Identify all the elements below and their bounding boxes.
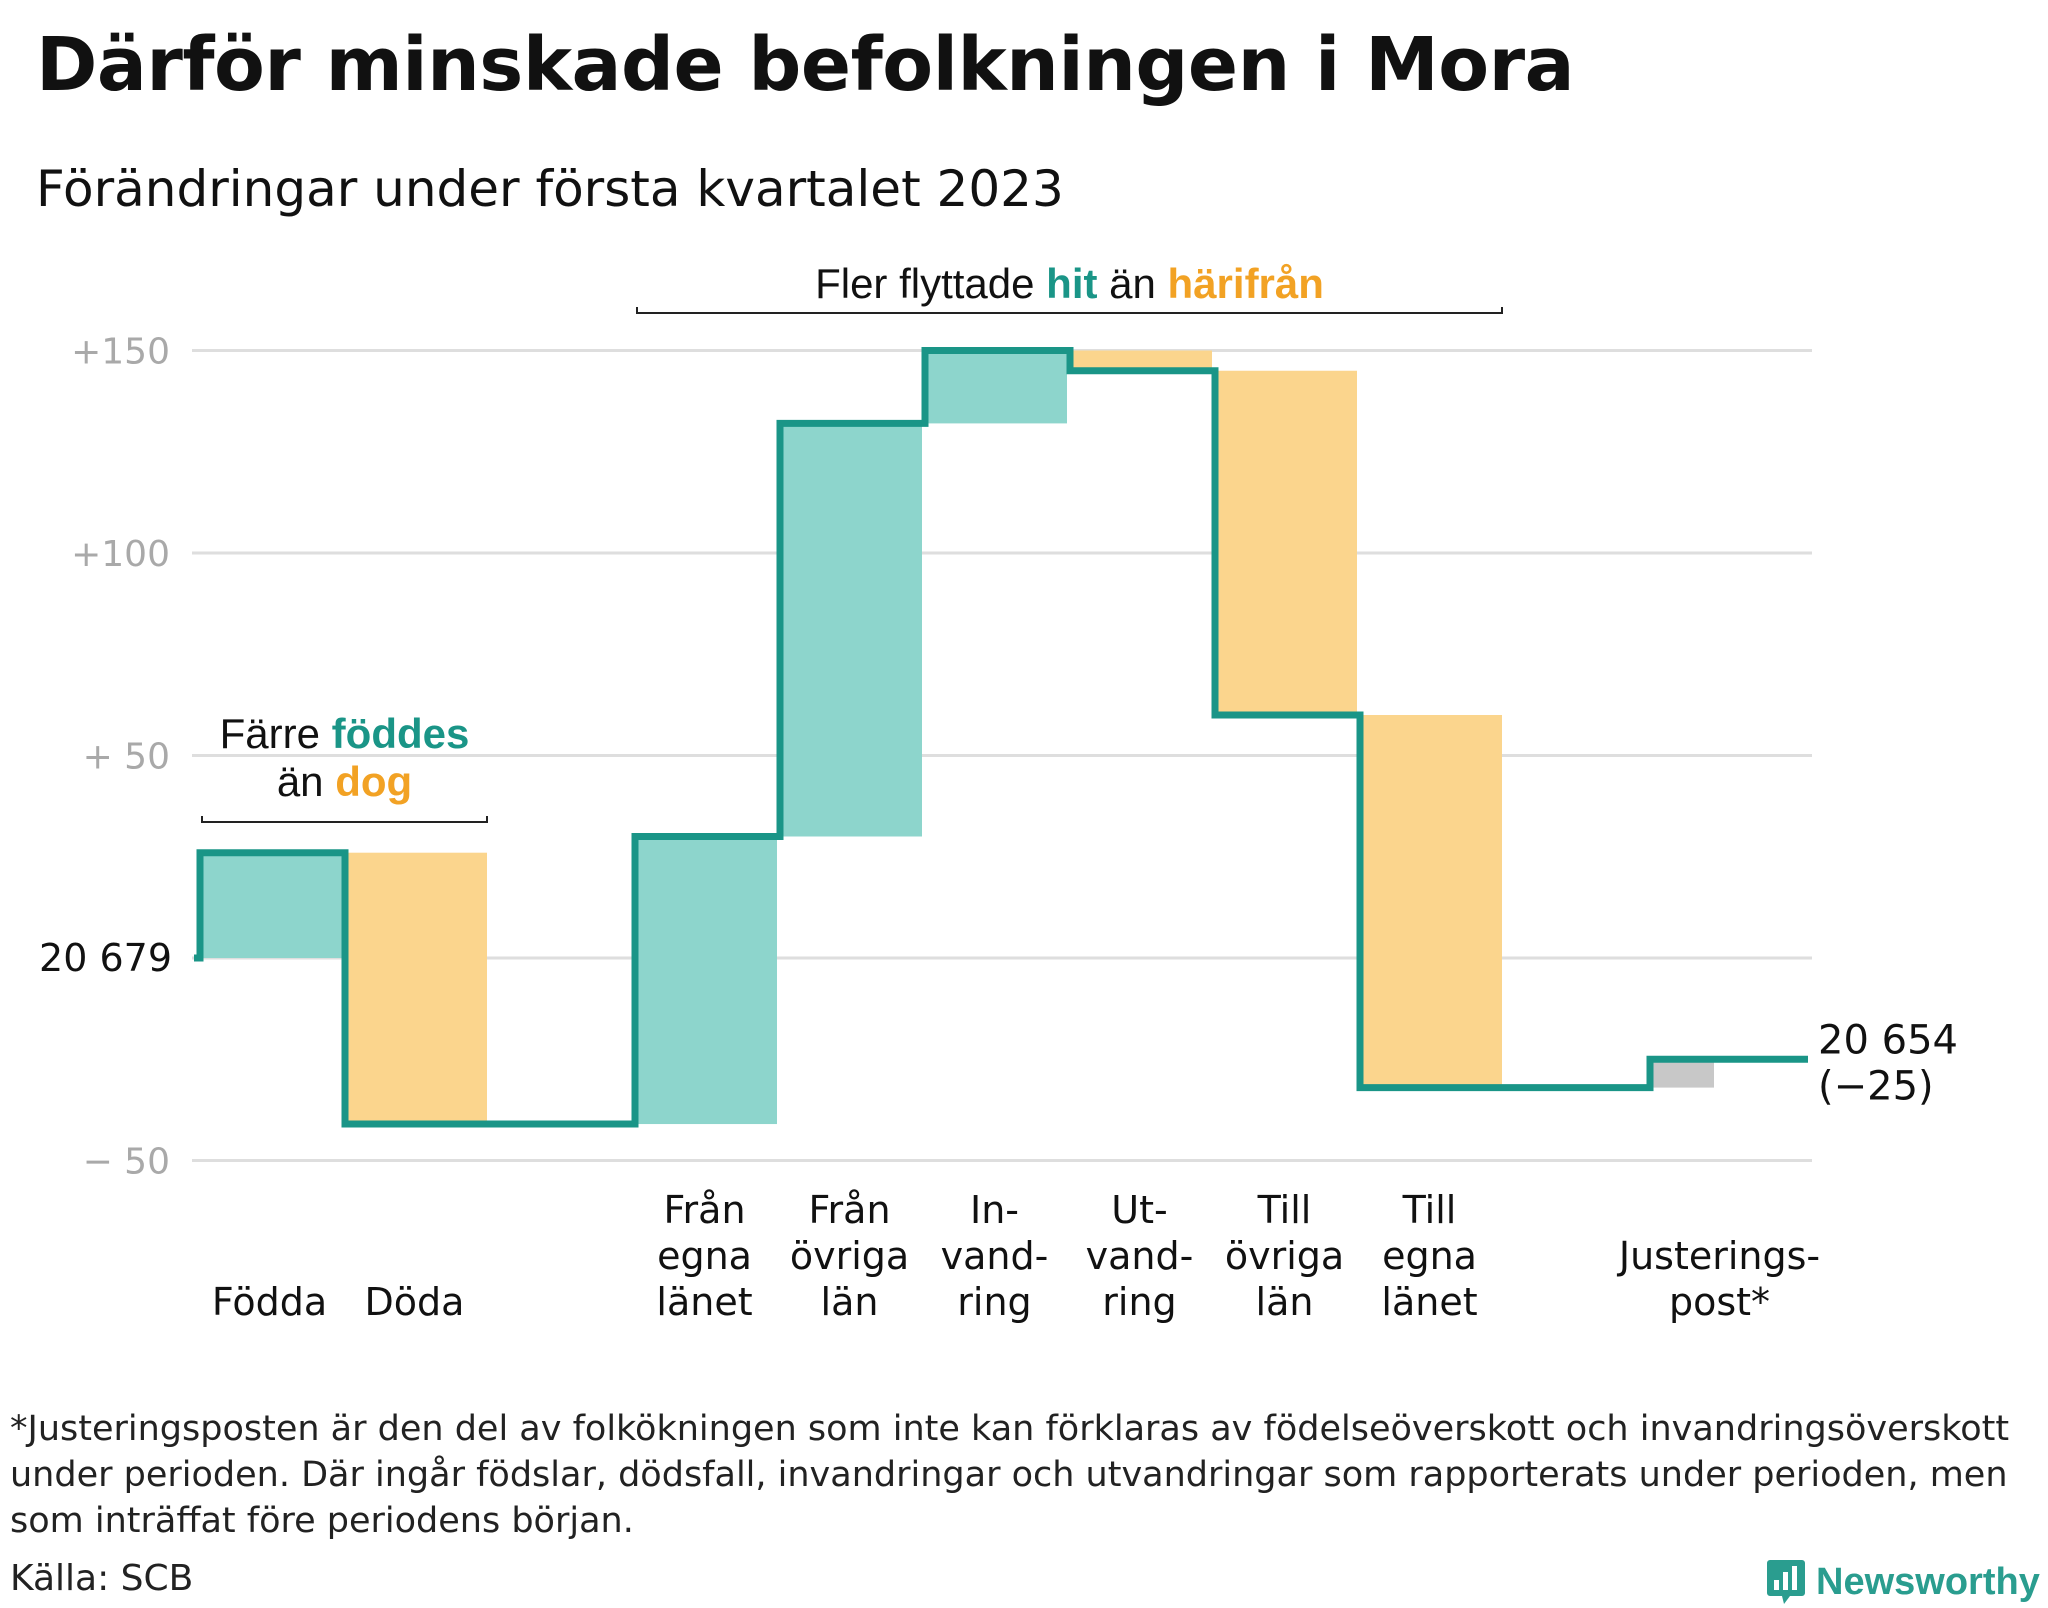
waterfall-chart: +150 +100 + 50 − 50 20 679 20 654(−25) Födda Dö… — [39, 260, 1958, 1324]
bar-inflow — [637, 836, 777, 1125]
category-label: In- — [970, 1188, 1019, 1232]
bar-outflow — [1072, 350, 1212, 371]
running-total-path — [194, 347, 1808, 1128]
category-label: Från — [808, 1188, 890, 1232]
annotation-part: än — [277, 758, 335, 805]
chart-title: Därför minskade befolkningen i Mora — [36, 22, 1575, 108]
annotation-bracket — [636, 307, 1503, 314]
category-label: egna — [1382, 1234, 1477, 1278]
bar-chart-speech-bubble-icon — [1767, 1560, 1805, 1604]
end-change-label: (−25) — [1818, 1063, 1934, 1109]
category-label: vand- — [1086, 1234, 1194, 1278]
category-label: övriga — [790, 1234, 909, 1278]
category-label: Från — [663, 1188, 745, 1232]
annotation-part: dog — [335, 758, 412, 805]
bar-inflow — [927, 350, 1067, 424]
bar-inflow — [202, 852, 342, 958]
annotation-bracket — [201, 816, 488, 823]
category-label: Ut- — [1111, 1188, 1167, 1232]
annotation-part: Fler flyttade — [815, 260, 1046, 307]
footnote: *Justeringsposten är den del av folkökni… — [10, 1409, 2010, 1541]
category-label: länet — [656, 1280, 752, 1324]
category-label: Justerings- — [1617, 1234, 1820, 1278]
chart-subtitle: Förändringar under första kvartalet 2023 — [36, 160, 1064, 218]
source-label: Källa: SCB — [10, 1558, 194, 1599]
category-label: län — [821, 1280, 879, 1324]
bar-inflow — [782, 423, 922, 837]
annotation-text: Fler flyttade hit än härifrån — [815, 260, 1324, 307]
bar-adjust — [1652, 1059, 1714, 1088]
bar-outflow — [1217, 370, 1357, 715]
labels: +150 +100 + 50 − 50 20 679 20 654(−25) Födda Dö… — [39, 260, 1958, 1324]
category-label: post* — [1669, 1280, 1770, 1324]
category-label: Till — [1257, 1188, 1312, 1232]
category-label: Döda — [365, 1280, 465, 1324]
annotation-part: härifrån — [1168, 260, 1324, 307]
annotation-text: än dog — [277, 758, 412, 805]
annotation-text: Färre föddes — [220, 710, 470, 757]
category-label: egna — [657, 1234, 752, 1278]
category-label: län — [1256, 1280, 1314, 1324]
annotation-part: än — [1097, 260, 1167, 307]
y-tick-label: + 50 — [83, 737, 170, 778]
running-total-line — [194, 347, 1808, 1128]
category-label: länet — [1381, 1280, 1477, 1324]
y-tick-label: +100 — [71, 534, 170, 575]
annotation-part: föddes — [332, 710, 470, 757]
category-label: ring — [957, 1280, 1031, 1324]
baseline-label: 20 679 — [39, 936, 172, 980]
category-label: vand- — [941, 1234, 1049, 1278]
end-value-label: 20 654 — [1818, 1017, 1958, 1063]
category-label: Födda — [212, 1280, 327, 1324]
annotation-part: Färre — [220, 710, 332, 757]
bar-outflow — [1362, 715, 1502, 1088]
category-label: övriga — [1225, 1234, 1344, 1278]
brand-name: Newsworthy — [1816, 1560, 2040, 1603]
annotation-part: hit — [1046, 260, 1097, 307]
y-tick-label: +150 — [71, 332, 170, 373]
category-label: ring — [1102, 1280, 1176, 1324]
brand-logo: Newsworthy — [1766, 1556, 2040, 1608]
category-label: Till — [1402, 1188, 1457, 1232]
bar-outflow — [347, 852, 487, 1125]
y-tick-label: − 50 — [83, 1142, 170, 1183]
bars — [202, 350, 1714, 1125]
